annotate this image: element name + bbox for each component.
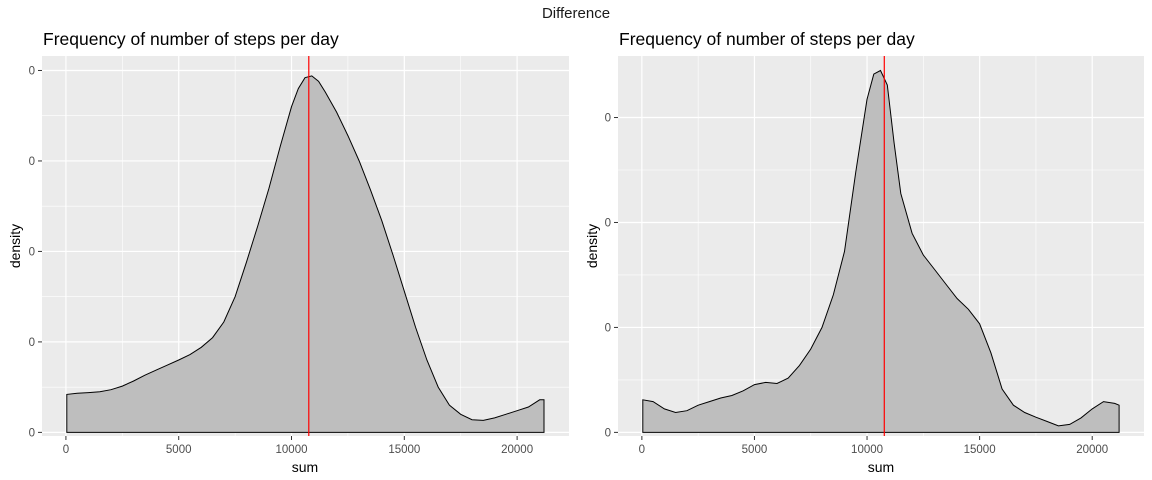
x-axis-label-left: sum (292, 459, 318, 475)
x-tick-label: 20000 (501, 444, 533, 456)
x-tick-label: 5000 (166, 444, 192, 456)
density-area-left (66, 75, 545, 433)
y-axis-left: 0 0 0 0 0 (29, 65, 42, 439)
density-plot-left: Frequency of number of steps per day 0 50… (7, 29, 569, 475)
y-tick-label: 0 (29, 156, 35, 168)
x-axis-left: 0 5000 10000 15000 20000 (63, 436, 533, 456)
x-tick-label: 0 (639, 444, 645, 456)
x-tick-label: 10000 (276, 444, 308, 456)
y-tick-label: 0 (29, 246, 35, 258)
y-tick-label: 0 (605, 427, 611, 439)
x-tick-label: 0 (63, 444, 69, 456)
y-tick-label: 0 (605, 217, 611, 229)
x-tick-label: 10000 (851, 444, 883, 456)
plot-title-right: Frequency of number of steps per day (619, 29, 915, 49)
density-area-right (642, 69, 1120, 433)
y-tick-label: 0 (29, 65, 35, 77)
y-tick-label: 0 (29, 337, 35, 349)
x-tick-label: 20000 (1076, 444, 1108, 456)
y-axis-label-left: density (7, 224, 23, 268)
plot-title-left: Frequency of number of steps per day (43, 29, 339, 49)
y-axis-right: 0 0 0 0 (605, 113, 618, 439)
x-tick-label: 5000 (742, 444, 768, 456)
y-axis-label-right: density (584, 224, 600, 268)
y-tick-label: 0 (29, 427, 35, 439)
y-tick-label: 0 (605, 322, 611, 334)
figure-title: Difference (542, 5, 610, 22)
x-axis-right: 0 5000 10000 15000 20000 (639, 436, 1108, 456)
density-plot-right: Frequency of number of steps per day 0 50… (584, 29, 1144, 475)
y-tick-label: 0 (605, 113, 611, 125)
x-axis-label-right: sum (868, 459, 894, 475)
x-tick-label: 15000 (388, 444, 420, 456)
x-tick-label: 15000 (964, 444, 996, 456)
